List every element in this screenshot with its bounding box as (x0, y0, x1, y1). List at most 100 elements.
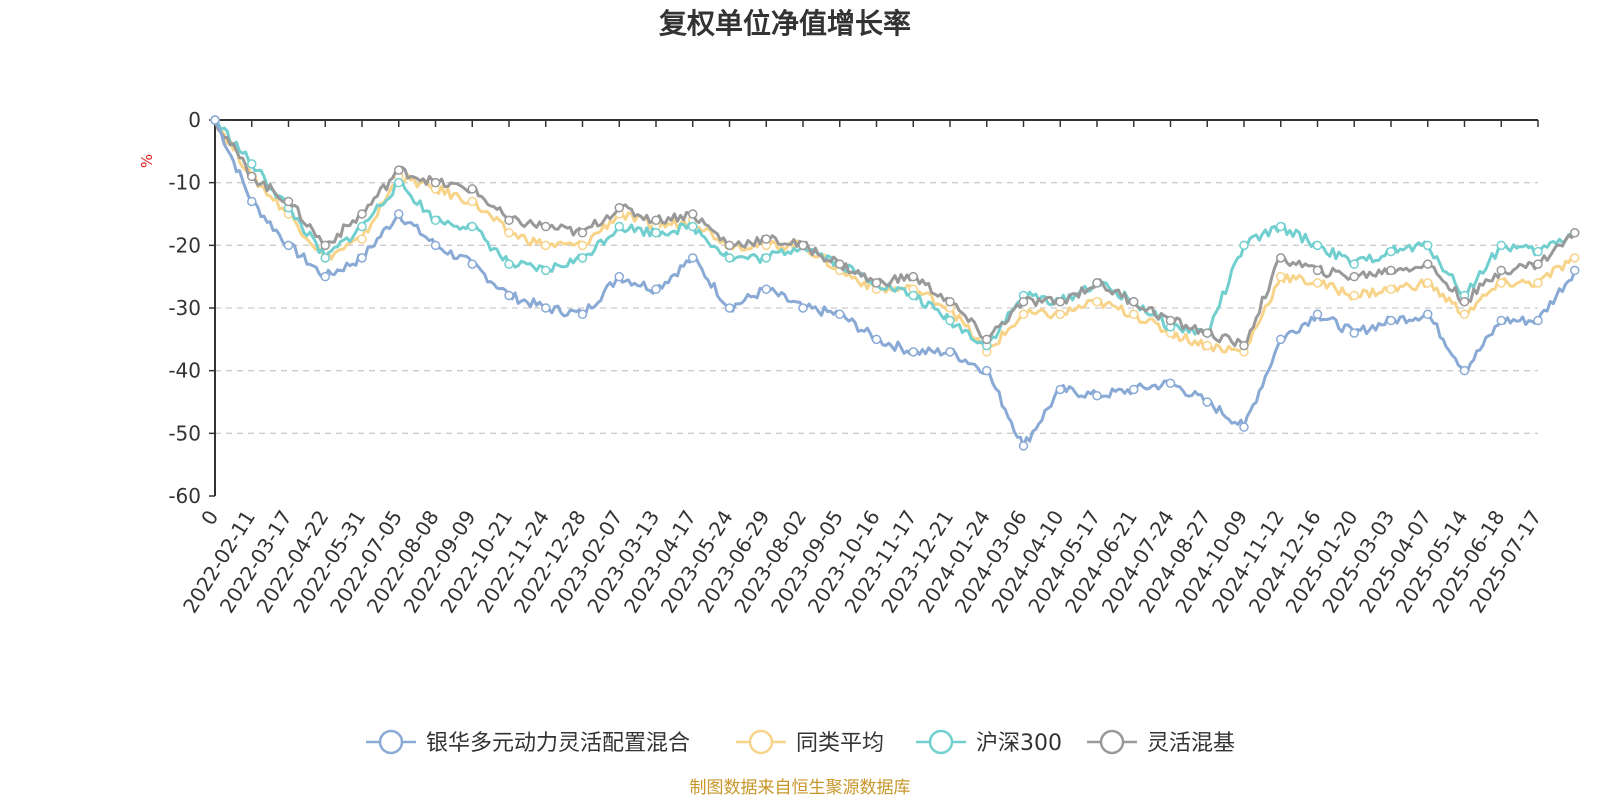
data-point (1423, 259, 1433, 269)
data-point (394, 209, 404, 219)
grid-lines (215, 182, 1538, 434)
data-point (908, 271, 918, 282)
data-point (1349, 259, 1359, 269)
data-point (320, 271, 330, 282)
data-point (688, 221, 698, 232)
data-point (1496, 265, 1506, 276)
data-point (871, 334, 882, 345)
data-point (247, 196, 257, 207)
data-point (982, 365, 992, 376)
data-point (247, 159, 257, 169)
data-point (1570, 265, 1580, 276)
data-point (1239, 340, 1249, 351)
data-point (430, 177, 441, 188)
data-point (1276, 253, 1286, 263)
y-tick-label: -50 (168, 421, 201, 445)
data-point (1018, 309, 1029, 320)
data-point (283, 196, 294, 207)
data-point (1386, 284, 1396, 294)
series-line (213, 119, 1576, 354)
data-point (1349, 290, 1359, 301)
data-point (1312, 278, 1323, 288)
data-point (1129, 384, 1139, 395)
data-point (357, 209, 367, 219)
data-point (210, 115, 220, 125)
y-tick-label: -10 (168, 171, 201, 195)
data-point (945, 315, 955, 326)
data-point (1533, 278, 1543, 288)
data-point (577, 240, 588, 251)
series-line (213, 119, 1577, 448)
y-unit-label: % (138, 154, 156, 168)
data-point (1349, 328, 1359, 338)
data-point (1202, 328, 1212, 338)
series-line (213, 118, 1576, 348)
data-point (1533, 315, 1543, 326)
data-point (1386, 265, 1396, 276)
data-point (320, 240, 330, 251)
data-point (504, 259, 514, 269)
data-point (1570, 253, 1580, 263)
data-point (614, 221, 624, 232)
y-tick-label: -20 (168, 233, 201, 257)
data-point (908, 347, 918, 357)
series-layer (210, 115, 1580, 451)
data-point (1496, 315, 1506, 326)
data-point (467, 196, 477, 207)
data-point (724, 303, 735, 313)
data-point (320, 253, 330, 263)
data-point (1386, 246, 1396, 257)
data-point (504, 228, 514, 238)
legend-item[interactable]: 银华多元动力灵活配置混合 (366, 729, 690, 756)
series-2 (210, 115, 1580, 351)
y-tick-label: -30 (168, 296, 201, 320)
data-point (1496, 278, 1506, 288)
data-point (541, 303, 551, 313)
data-point (541, 265, 551, 276)
data-point (247, 171, 257, 182)
data-point (1349, 271, 1359, 282)
data-point (1423, 278, 1433, 288)
legend-label: 银华多元动力灵活配置混合 (426, 731, 690, 756)
data-point (283, 240, 294, 251)
y-tick-label: -60 (168, 484, 201, 508)
data-point (577, 309, 588, 320)
data-point (1423, 309, 1433, 320)
data-point (761, 253, 771, 263)
data-point (798, 303, 808, 313)
legend-label: 同类平均 (796, 731, 884, 756)
data-point (1165, 315, 1176, 326)
data-point (430, 240, 441, 251)
data-point (1312, 240, 1323, 251)
data-point (504, 290, 514, 301)
data-point (1276, 271, 1286, 282)
data-point (1092, 390, 1102, 401)
legend-marker (928, 729, 954, 755)
footer-source: 制图数据来自恒生聚源数据库 (690, 778, 911, 798)
legend-item[interactable]: 沪深300 (916, 729, 1062, 756)
legend-marker (1099, 729, 1125, 755)
legend-item[interactable]: 灵活混基 (1087, 729, 1235, 756)
y-tick-label: -40 (168, 359, 201, 383)
data-point (430, 215, 441, 226)
y-tick-label: 0 (188, 108, 201, 132)
legend[interactable]: 银华多元动力灵活配置混合 同类平均 沪深300 灵活混基 (366, 729, 1235, 756)
data-point (1570, 228, 1580, 238)
data-point (541, 240, 551, 251)
legend-marker (378, 729, 404, 755)
data-point (357, 221, 367, 232)
data-point (798, 240, 808, 251)
data-point (577, 228, 588, 238)
data-point (1312, 265, 1323, 276)
chart-title: 复权单位净值增长率 (659, 7, 911, 40)
legend-item[interactable]: 同类平均 (736, 729, 884, 756)
data-point (835, 259, 845, 269)
data-point (724, 240, 735, 251)
series-1 (210, 115, 1580, 357)
legend-label: 沪深300 (976, 731, 1062, 756)
axes: 0-10-20-30-40-50-6002022-02-112022-03-17… (168, 108, 1546, 617)
data-point (761, 284, 771, 294)
data-point (357, 234, 367, 244)
series-line (213, 119, 1577, 348)
